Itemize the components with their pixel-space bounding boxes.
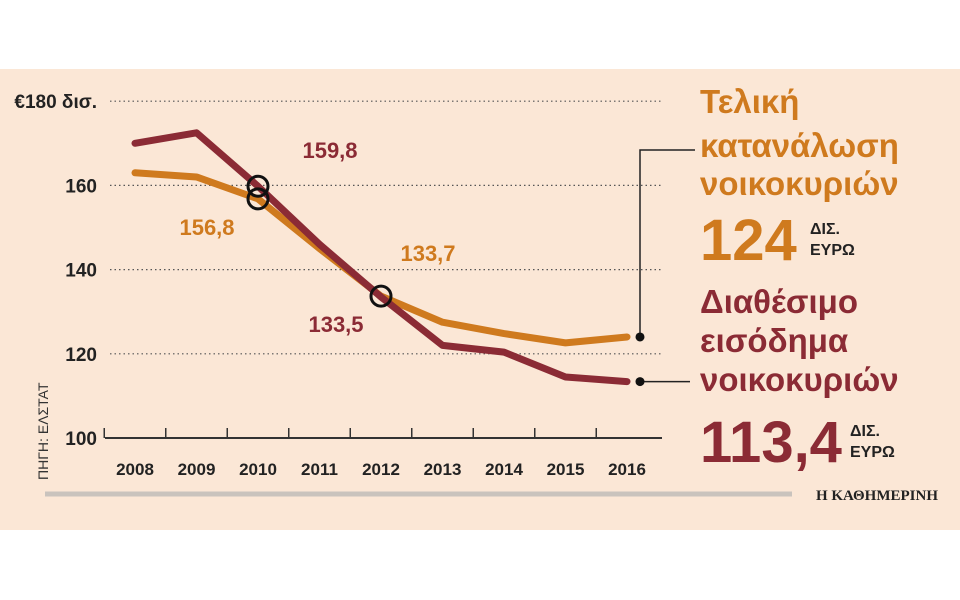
series-name-line: νοικοκυριών <box>700 361 899 398</box>
end-dot <box>635 377 645 387</box>
series-final-value: 113,4 <box>700 410 842 475</box>
x-tick-label: 2014 <box>485 460 523 479</box>
series-line-0 <box>131 169 631 347</box>
x-tick-label: 2016 <box>608 460 646 479</box>
highlight-ring <box>246 187 270 211</box>
series-unit: ΔΙΣ. <box>810 221 840 238</box>
y-tick-label: 120 <box>65 345 97 366</box>
chart-panel <box>0 69 960 530</box>
data-label: 159,8 <box>302 138 357 163</box>
series-unit: ΔΙΣ. <box>850 423 880 440</box>
data-label: 133,5 <box>308 312 363 337</box>
source-note: ΠΗΓΗ: ΕΛΣΤΑΤ <box>35 382 51 480</box>
end-dot <box>635 332 645 342</box>
data-label: 133,7 <box>400 241 455 266</box>
x-tick-label: 2012 <box>362 460 400 479</box>
y-tick-label: 140 <box>65 261 97 282</box>
series-final-value: 124 <box>700 208 797 273</box>
y-tick-label: 160 <box>65 176 97 197</box>
x-tick-label: 2013 <box>424 460 462 479</box>
x-tick-label: 2011 <box>301 460 338 479</box>
x-tick-label: 2010 <box>239 460 277 479</box>
series-name-line: εισόδημα <box>700 322 848 359</box>
brand-logo: Η ΚΑΘΗΜΕΡΙΝΗ <box>816 488 938 504</box>
y-tick-label: 100 <box>65 429 97 450</box>
series-name-line: κατανάλωση <box>700 127 899 164</box>
data-label: 156,8 <box>179 215 234 240</box>
x-tick-label: 2008 <box>116 460 154 479</box>
series-name-line: νοικοκυριών <box>700 165 899 202</box>
leader-line <box>639 149 695 337</box>
series-unit: ΕΥΡΩ <box>810 242 855 259</box>
series-name-line: Διαθέσιμο <box>700 283 858 320</box>
x-tick-label: 2009 <box>178 460 216 479</box>
highlight-ring <box>246 174 270 198</box>
series-unit: ΕΥΡΩ <box>850 444 895 461</box>
y-tick-label: €180 δισ. <box>14 92 97 113</box>
x-tick-label: 2015 <box>547 460 585 479</box>
highlight-ring <box>369 284 393 308</box>
series-name-line: Τελική <box>700 83 799 120</box>
